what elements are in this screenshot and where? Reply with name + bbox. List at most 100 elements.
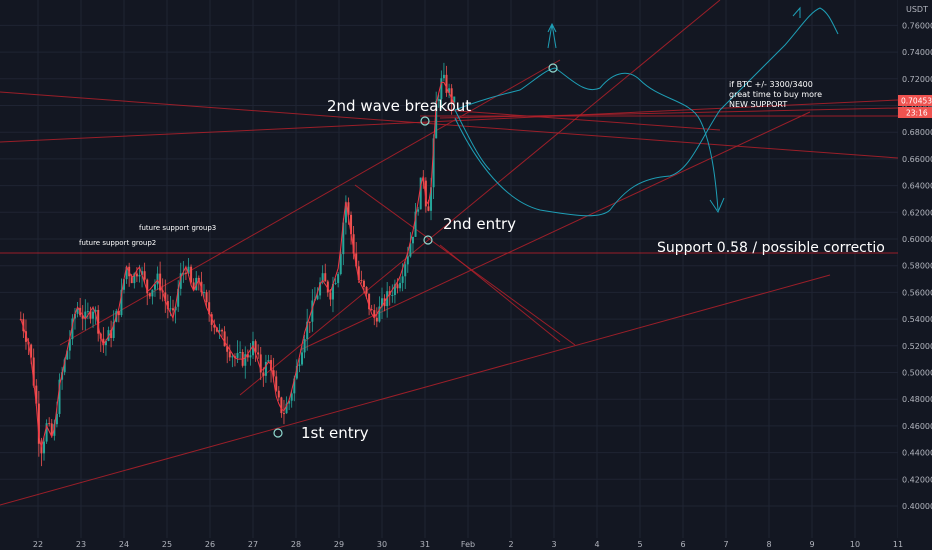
candle-body (365, 286, 368, 294)
candle-body (182, 272, 185, 274)
candle-body (419, 177, 422, 210)
candle-body (40, 443, 43, 454)
annotation-support-correction: Support 0.58 / possible correctio (657, 240, 885, 256)
trendline (439, 244, 561, 343)
trendline (0, 99, 899, 143)
candle-body (35, 385, 38, 404)
annotation-support-group2: future support group2 (79, 239, 156, 247)
candle-body (417, 209, 420, 212)
x-tick-label: 6 (680, 540, 685, 549)
candle-body (166, 301, 169, 309)
candle-body (71, 318, 74, 340)
candle-body (146, 279, 149, 294)
candle-body (352, 234, 355, 254)
annotation-first-entry: 1st entry (301, 424, 369, 442)
candle-body (401, 276, 404, 283)
candle-body (409, 243, 412, 257)
candle-body (135, 273, 138, 277)
candle-body (445, 74, 448, 93)
candle-body (68, 339, 71, 351)
x-tick-label: 4 (594, 540, 599, 549)
time-axis-ticks: 22 23 24 25 26 27 28 29 30 31 Feb 2 3 4 5 6 7 8 9 10 11 (33, 540, 903, 549)
candle-body (339, 254, 342, 275)
candle-body (94, 309, 97, 312)
candle-body (164, 292, 167, 302)
candle-body (50, 423, 53, 436)
candle-body (432, 138, 435, 188)
markers (273, 63, 558, 438)
price-axis[interactable] (898, 0, 932, 538)
annotation-breakout: 2nd wave breakout (327, 97, 471, 115)
candle-body (411, 236, 414, 244)
candle-body (272, 370, 275, 377)
x-tick-label: 29 (334, 540, 344, 549)
candle-body (285, 403, 288, 414)
candle-body (205, 292, 208, 303)
candle-body (97, 309, 100, 334)
candle-body (112, 321, 115, 338)
ma-line (20, 81, 455, 448)
projection-arrow (547, 22, 557, 49)
countdown-badge (898, 107, 932, 118)
candle-body (22, 319, 25, 332)
candle-body (153, 284, 156, 290)
candle-body (48, 423, 51, 425)
projection-line (454, 67, 719, 211)
entry-marker (420, 116, 430, 126)
candle-body (66, 350, 69, 360)
candle-body (430, 187, 433, 211)
candle-body (73, 313, 76, 319)
candle-body (210, 314, 213, 325)
candle-body (448, 88, 451, 93)
candle-body (406, 256, 409, 265)
y-tick-label: 0.54000 (902, 315, 932, 324)
candle-body (58, 379, 61, 414)
candle-body (110, 330, 113, 338)
candles (19, 62, 456, 467)
candle-body (324, 273, 327, 282)
candle-body (442, 74, 445, 79)
candle-body (311, 300, 314, 322)
candle-body (308, 321, 311, 323)
candle-body (84, 311, 87, 319)
candle-body (184, 272, 187, 274)
trendline (239, 0, 721, 396)
candle-body (373, 310, 376, 318)
y-tick-label: 0.40000 (902, 502, 932, 511)
candle-body (174, 306, 177, 311)
x-tick-label: 2 (508, 540, 513, 549)
candle-body (151, 289, 154, 297)
entry-marker (548, 63, 558, 73)
candle-body (156, 273, 159, 285)
y-tick-label: 0.72000 (902, 75, 932, 84)
candle-body (424, 180, 427, 207)
time-axis[interactable] (0, 538, 932, 550)
candle-body (393, 284, 396, 296)
candle-body (120, 289, 123, 316)
candle-body (63, 359, 66, 373)
x-tick-label: 8 (766, 540, 771, 549)
candle-body (298, 364, 301, 366)
candle-body (177, 288, 180, 307)
y-tick-label: 0.56000 (902, 288, 932, 297)
candle-body (130, 276, 133, 284)
candle-body (228, 351, 231, 358)
x-tick-label: 3 (551, 540, 556, 549)
candle-body (337, 274, 340, 283)
candle-body (254, 341, 257, 353)
y-tick-label: 0.46000 (902, 422, 932, 431)
x-tick-label: 31 (420, 540, 430, 549)
y-tick-label: 0.76000 (902, 21, 932, 30)
x-tick-label: 9 (809, 540, 814, 549)
candle-body (316, 295, 319, 300)
x-tick-label: 27 (248, 540, 258, 549)
projection-line (454, 7, 839, 217)
annotation-support-group3: future support group3 (139, 224, 216, 232)
candle-body (404, 264, 407, 277)
candle-body (249, 355, 252, 358)
y-tick-label: 0.50000 (902, 369, 932, 378)
candle-body (368, 293, 371, 310)
candle-body (125, 266, 128, 280)
